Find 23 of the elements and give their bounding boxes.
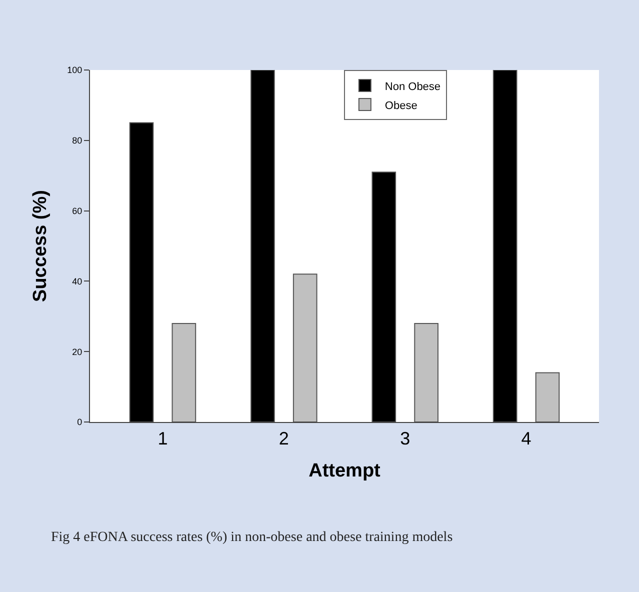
x-tick-label: 4 xyxy=(521,428,532,449)
x-tick-label: 1 xyxy=(158,428,168,449)
bar xyxy=(492,70,518,422)
y-tick-label: 40 xyxy=(72,276,82,286)
y-tick-label: 0 xyxy=(77,417,82,428)
y-axis-title: Success (%) xyxy=(30,190,52,302)
legend-label: Obese xyxy=(384,100,418,112)
x-tick-label: 3 xyxy=(400,428,410,449)
y-tick-label: 60 xyxy=(72,206,82,216)
x-tick-label: 2 xyxy=(278,428,289,449)
bar xyxy=(129,122,154,422)
bar xyxy=(250,70,275,422)
y-tick-label: 100 xyxy=(67,65,82,76)
y-tick-label: 20 xyxy=(72,346,82,357)
legend-label: Non Obese xyxy=(384,80,441,93)
x-axis-title: Attempt xyxy=(308,460,382,482)
y-tick-label: 80 xyxy=(72,136,82,146)
bar xyxy=(372,172,396,422)
bar xyxy=(535,372,560,422)
bar xyxy=(172,322,196,422)
bar xyxy=(414,322,438,422)
caption: Fig 4 eFONA success rates (%) in non-obese and obese training models xyxy=(51,530,453,545)
bar xyxy=(292,274,318,422)
